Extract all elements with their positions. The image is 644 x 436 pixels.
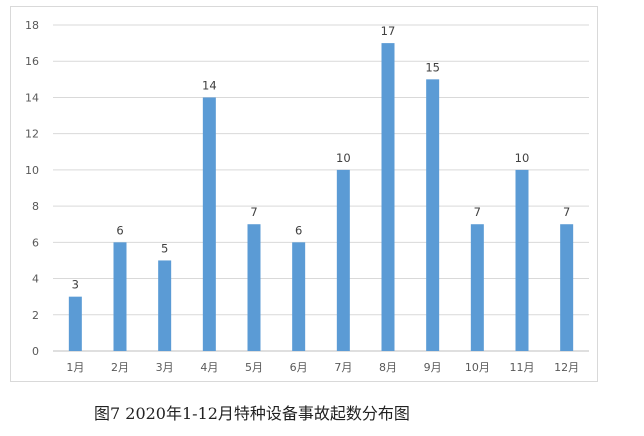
x-tick-label: 11月 <box>510 361 535 374</box>
figure-caption: 图7 2020年1-12月特种设备事故起数分布图 <box>94 404 410 423</box>
y-tick-label: 16 <box>25 55 39 68</box>
bar <box>560 224 574 351</box>
bar <box>68 296 82 351</box>
y-tick-label: 2 <box>32 309 39 322</box>
bar <box>515 169 529 351</box>
bar <box>470 224 484 351</box>
x-tick-label: 3月 <box>156 361 174 374</box>
y-tick-label: 12 <box>25 128 39 141</box>
data-label: 5 <box>161 241 168 255</box>
y-tick-label: 10 <box>25 164 39 177</box>
data-label: 6 <box>116 223 123 237</box>
x-tick-label: 1月 <box>66 361 84 374</box>
y-tick-label: 0 <box>32 345 39 358</box>
x-tick-label: 12月 <box>554 361 579 374</box>
bar <box>292 242 306 351</box>
data-label: 6 <box>295 223 302 237</box>
chart-frame: 0 2 4 6 8 10 12 14 16 18 3 1月 6 2月 5 3月 14 4月 7 5月 6 6月 10 7月 17… <box>10 6 598 382</box>
bar <box>247 224 261 351</box>
bar <box>113 242 127 351</box>
bar <box>426 79 440 351</box>
x-tick-label: 5月 <box>245 361 263 374</box>
x-tick-label: 6月 <box>290 361 308 374</box>
x-tick-label: 10月 <box>465 361 490 374</box>
data-label: 17 <box>381 24 396 38</box>
bar <box>381 43 395 351</box>
x-tick-label: 2月 <box>111 361 129 374</box>
y-tick-label: 14 <box>25 91 39 104</box>
y-tick-label: 6 <box>32 236 39 249</box>
y-tick-label: 4 <box>32 273 39 286</box>
data-label: 7 <box>250 205 257 219</box>
x-tick-label: 8月 <box>379 361 397 374</box>
bar <box>202 97 216 351</box>
x-tick-label: 4月 <box>200 361 218 374</box>
data-label: 10 <box>515 151 530 165</box>
bar-chart: 0 2 4 6 8 10 12 14 16 18 3 1月 6 2月 5 3月 14 4月 7 5月 6 6月 10 7月 17… <box>25 19 589 374</box>
data-label: 14 <box>202 78 217 92</box>
x-tick-label: 7月 <box>334 361 352 374</box>
bar <box>336 169 350 351</box>
y-tick-label: 18 <box>25 19 39 32</box>
bar <box>158 260 172 351</box>
data-label: 3 <box>72 278 79 292</box>
y-tick-label: 8 <box>32 200 39 213</box>
data-label: 15 <box>425 60 440 74</box>
x-tick-label: 9月 <box>424 361 442 374</box>
data-label: 7 <box>563 205 570 219</box>
data-label: 10 <box>336 151 351 165</box>
data-label: 7 <box>474 205 481 219</box>
